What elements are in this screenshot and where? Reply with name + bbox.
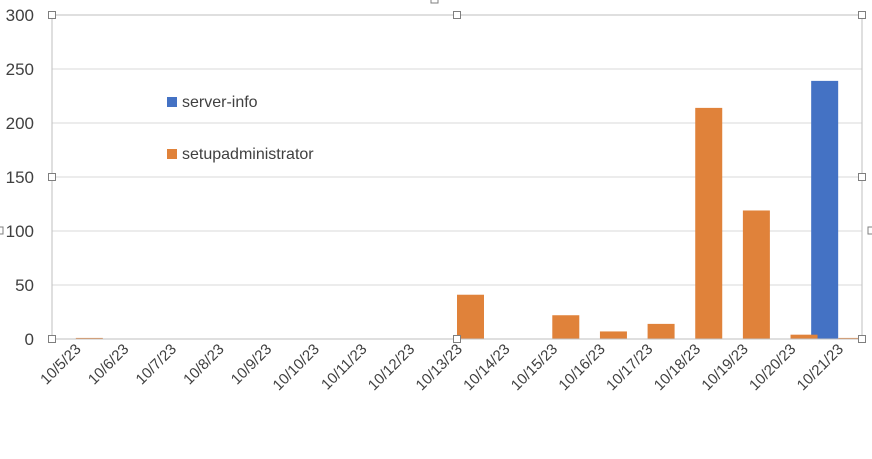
x-tick-label: 10/15/23 xyxy=(508,341,561,394)
x-tick-label: 10/18/23 xyxy=(651,341,704,394)
x-tick-label: 10/20/23 xyxy=(746,341,799,394)
legend-label-setupadministrator: setupadministrator xyxy=(182,146,314,163)
y-tick-label: 250 xyxy=(6,60,34,79)
x-tick-label: 10/6/23 xyxy=(85,341,132,388)
y-tick-label: 100 xyxy=(6,222,34,241)
bar-setupadministrator-10/20/23 xyxy=(790,334,818,339)
x-tick-label: 10/13/23 xyxy=(413,341,466,394)
x-tick-label: 10/8/23 xyxy=(180,341,227,388)
legend-swatch-setupadministrator xyxy=(167,149,177,159)
y-tick-label: 0 xyxy=(25,330,34,349)
outer-resize-handle[interactable] xyxy=(430,0,439,4)
bars xyxy=(75,80,866,339)
resize-handle[interactable] xyxy=(48,335,56,343)
resize-handle[interactable] xyxy=(858,11,866,19)
x-tick-label: 10/7/23 xyxy=(133,341,180,388)
resize-handle[interactable] xyxy=(48,11,56,19)
resize-handle[interactable] xyxy=(48,173,56,181)
bar-setupadministrator-10/17/23 xyxy=(647,323,675,339)
bar-setupadministrator-10/16/23 xyxy=(599,331,627,339)
bar-setupadministrator-10/15/23 xyxy=(552,315,580,339)
y-tick-label: 150 xyxy=(6,168,34,187)
bar-setupadministrator-10/21/23 xyxy=(838,337,866,339)
resize-handle[interactable] xyxy=(453,335,461,343)
legend-label-server-info: server-info xyxy=(182,94,258,111)
x-tick-label: 10/12/23 xyxy=(365,341,418,394)
y-tick-label: 200 xyxy=(6,114,34,133)
x-tick-label: 10/14/23 xyxy=(460,341,513,394)
y-tick-label: 50 xyxy=(15,276,34,295)
bar-setupadministrator-10/18/23 xyxy=(695,107,723,339)
x-tick-label: 10/9/23 xyxy=(228,341,275,388)
resize-handle[interactable] xyxy=(858,173,866,181)
outer-resize-handle[interactable] xyxy=(867,226,872,235)
x-tick-label: 10/16/23 xyxy=(555,341,608,394)
x-tick-label: 10/21/23 xyxy=(794,341,847,394)
bar-setupadministrator-10/13/23 xyxy=(457,294,484,339)
legend-swatch-server-info xyxy=(167,97,177,107)
x-tick-label: 10/10/23 xyxy=(270,341,323,394)
bar-setupadministrator-10/19/23 xyxy=(742,210,770,339)
resize-handle[interactable] xyxy=(858,335,866,343)
y-tick-label: 300 xyxy=(6,6,34,25)
x-tick-label: 10/19/23 xyxy=(698,341,751,394)
bar-server-info-10/21/23 xyxy=(811,80,839,339)
legend: server-info setupadministrator xyxy=(167,94,314,163)
outer-resize-handle[interactable] xyxy=(0,226,4,235)
selection-frame[interactable] xyxy=(0,0,872,343)
x-tick-label: 10/11/23 xyxy=(318,341,371,394)
x-tick-label: 10/5/23 xyxy=(37,341,84,388)
x-tick-labels: 10/5/23 10/6/23 10/7/23 10/8/23 10/9/2310/10… xyxy=(37,341,847,394)
y-tick-labels: 0 50 100 150 200 250 300 xyxy=(6,6,34,349)
x-tick-label: 10/17/23 xyxy=(603,341,656,394)
bar-setupadministrator-10/5/23 xyxy=(75,337,103,339)
resize-handle[interactable] xyxy=(453,11,461,19)
